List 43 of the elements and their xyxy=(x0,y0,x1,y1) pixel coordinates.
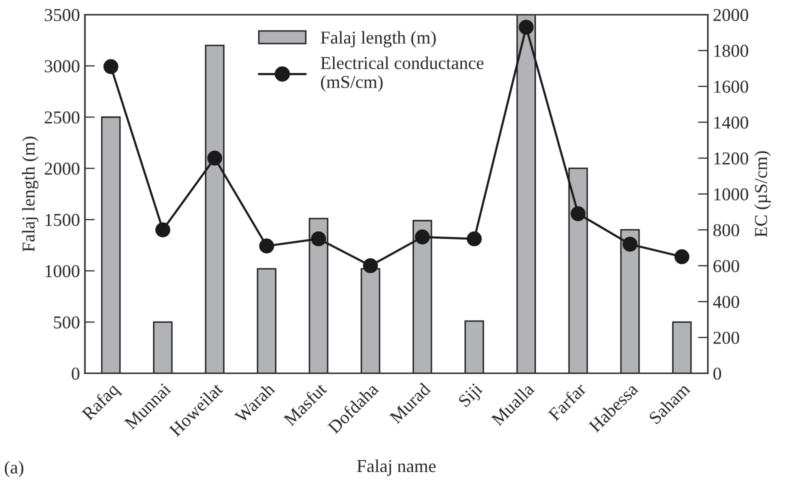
point xyxy=(622,236,638,252)
y2-tick-label: 1400 xyxy=(714,116,748,129)
point xyxy=(207,150,222,166)
y2-tick-label: 1600 xyxy=(714,80,748,93)
y2-tick-label: 400 xyxy=(713,296,740,308)
y-tick-label: 2500 xyxy=(44,111,80,124)
point xyxy=(103,59,118,74)
y2-tick-label: 200 xyxy=(714,332,740,344)
y2-tick-label: 0 xyxy=(713,368,722,380)
y2-tick-label: 1000 xyxy=(714,188,748,200)
bar xyxy=(464,320,484,374)
x-axis-title: Falaj name xyxy=(357,459,436,476)
bar xyxy=(153,321,173,374)
point xyxy=(466,231,482,246)
y-axis-title: Falaj length (m) xyxy=(22,136,38,252)
point xyxy=(570,206,586,222)
point xyxy=(155,222,170,238)
bar xyxy=(256,268,276,374)
point xyxy=(518,20,534,35)
y2-tick-label: 2000 xyxy=(714,8,748,22)
point xyxy=(674,249,690,264)
x-tick-label: Siji xyxy=(458,382,486,410)
legend-label: Falaj length (m) xyxy=(320,31,436,48)
y2-axis-title: EC (µS/cm) xyxy=(754,151,771,238)
y2-tick-label: 600 xyxy=(714,260,740,272)
point xyxy=(362,258,378,274)
y-tick-label: 0 xyxy=(72,368,80,380)
y-tick-label: 500 xyxy=(54,316,80,329)
point xyxy=(259,238,274,254)
bar xyxy=(101,116,121,374)
y-tick-label: 3500 xyxy=(44,8,80,22)
y-tick-label: 3000 xyxy=(44,60,80,72)
text: (a) xyxy=(4,460,24,478)
y2-tick-label: 800 xyxy=(713,224,740,236)
y2-tick-label: 1800 xyxy=(714,44,748,57)
y-tick-label: 1500 xyxy=(46,214,80,226)
legend-label: Electrical conductance (mS/cm) xyxy=(320,56,484,92)
bar xyxy=(672,321,692,374)
y-tick-label: 1000 xyxy=(46,265,80,278)
y2-tick-label: 1200 xyxy=(714,152,748,165)
point xyxy=(414,230,430,244)
point xyxy=(311,231,326,246)
y-tick-label: 2000 xyxy=(44,162,80,175)
